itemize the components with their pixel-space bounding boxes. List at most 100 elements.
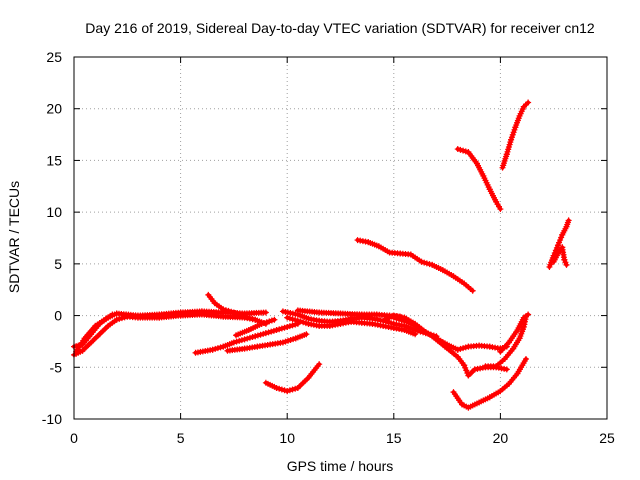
y-tick-label: 5 (54, 256, 62, 272)
series-arc-f (224, 331, 310, 354)
data-point (222, 307, 229, 314)
data-point (423, 260, 430, 267)
data-point (265, 329, 272, 336)
x-axis-label: GPS time / hours (287, 458, 394, 474)
data-point (252, 333, 259, 340)
series-arc-h (262, 361, 323, 395)
data-point (302, 320, 309, 327)
data-point (276, 326, 283, 333)
data-point (262, 309, 269, 316)
data-point (286, 387, 293, 394)
chart-title: Day 216 of 2019, Sidereal Day-to-day VTE… (85, 20, 595, 36)
data-point (230, 339, 237, 346)
x-tick-label: 20 (493, 430, 509, 446)
data-point (236, 337, 243, 344)
data-point (462, 148, 469, 155)
data-point (257, 331, 264, 338)
data-point (118, 315, 125, 322)
y-tick-label: 15 (46, 152, 62, 168)
data-point (273, 327, 280, 334)
data-point (286, 323, 293, 330)
data-point (238, 337, 245, 344)
data-point (270, 327, 277, 334)
data-point (278, 386, 285, 393)
series-arc-o (454, 146, 504, 213)
data-point (271, 316, 278, 323)
data-point (454, 146, 461, 153)
series-arc-j (284, 314, 419, 338)
data-point (457, 345, 464, 352)
data-point (412, 331, 419, 338)
y-tick-label: 25 (46, 49, 62, 65)
data-point (460, 345, 467, 352)
data-point (497, 206, 504, 213)
data-point (316, 361, 323, 368)
x-tick-label: 15 (386, 430, 402, 446)
data-point (246, 315, 253, 322)
data-point (457, 146, 464, 153)
data-point (260, 330, 267, 337)
y-tick-label: -5 (50, 359, 63, 375)
x-tick-label: 5 (177, 430, 185, 446)
data-point (249, 334, 256, 341)
data-point (454, 346, 461, 353)
y-tick-label: 10 (46, 204, 62, 220)
series-arc-p (499, 99, 532, 171)
data-point (273, 384, 280, 391)
data-point (289, 316, 296, 323)
data-point (228, 308, 235, 315)
data-markers (71, 99, 572, 411)
data-point (565, 217, 572, 224)
data-point (421, 259, 428, 266)
x-tick-label: 10 (279, 430, 295, 446)
data-point (503, 366, 510, 373)
data-point (233, 338, 240, 345)
data-point (214, 345, 221, 352)
series-arc-g (233, 316, 278, 339)
data-point (209, 346, 216, 353)
series-arc-k (294, 307, 404, 320)
series-arc-u (550, 244, 570, 268)
series-arc-c (73, 311, 116, 355)
data-point (212, 345, 219, 352)
series-arc-n (354, 237, 476, 294)
data-point (220, 306, 227, 313)
data-point (121, 314, 128, 321)
data-point (460, 147, 467, 154)
data-point (284, 323, 291, 330)
data-point (281, 324, 288, 331)
data-point (563, 261, 570, 268)
data-point (462, 344, 469, 351)
data-point (292, 385, 299, 392)
axis-ticks: 0 5 10 15 20 25 -10 -5 0 5 10 15 20 25 (42, 49, 615, 446)
data-point (469, 287, 476, 294)
data-point (289, 386, 296, 393)
series-arc-r (482, 313, 529, 370)
series-arc-d (205, 291, 269, 327)
data-point (294, 317, 301, 324)
series-arc-q (450, 356, 529, 411)
y-tick-label: 20 (46, 101, 62, 117)
x-tick-label: 25 (599, 430, 615, 446)
data-point (522, 356, 529, 363)
data-point (244, 314, 251, 321)
data-point (303, 331, 310, 338)
data-point (292, 316, 299, 323)
data-point (225, 307, 232, 314)
series-trace (355, 238, 475, 293)
data-point (289, 322, 296, 329)
grid-lines (74, 57, 607, 419)
data-point (418, 258, 425, 265)
y-axis-label: SDTVAR / TECUs (6, 181, 22, 293)
y-tick-label: -10 (42, 411, 62, 427)
data-point (262, 330, 269, 337)
data-point (278, 325, 285, 332)
data-point (217, 344, 224, 351)
data-point (254, 332, 261, 339)
data-point (297, 318, 304, 325)
plot-frame (73, 56, 608, 420)
data-point (525, 311, 532, 318)
data-point (281, 387, 288, 394)
data-point (241, 313, 248, 320)
data-point (300, 319, 307, 326)
